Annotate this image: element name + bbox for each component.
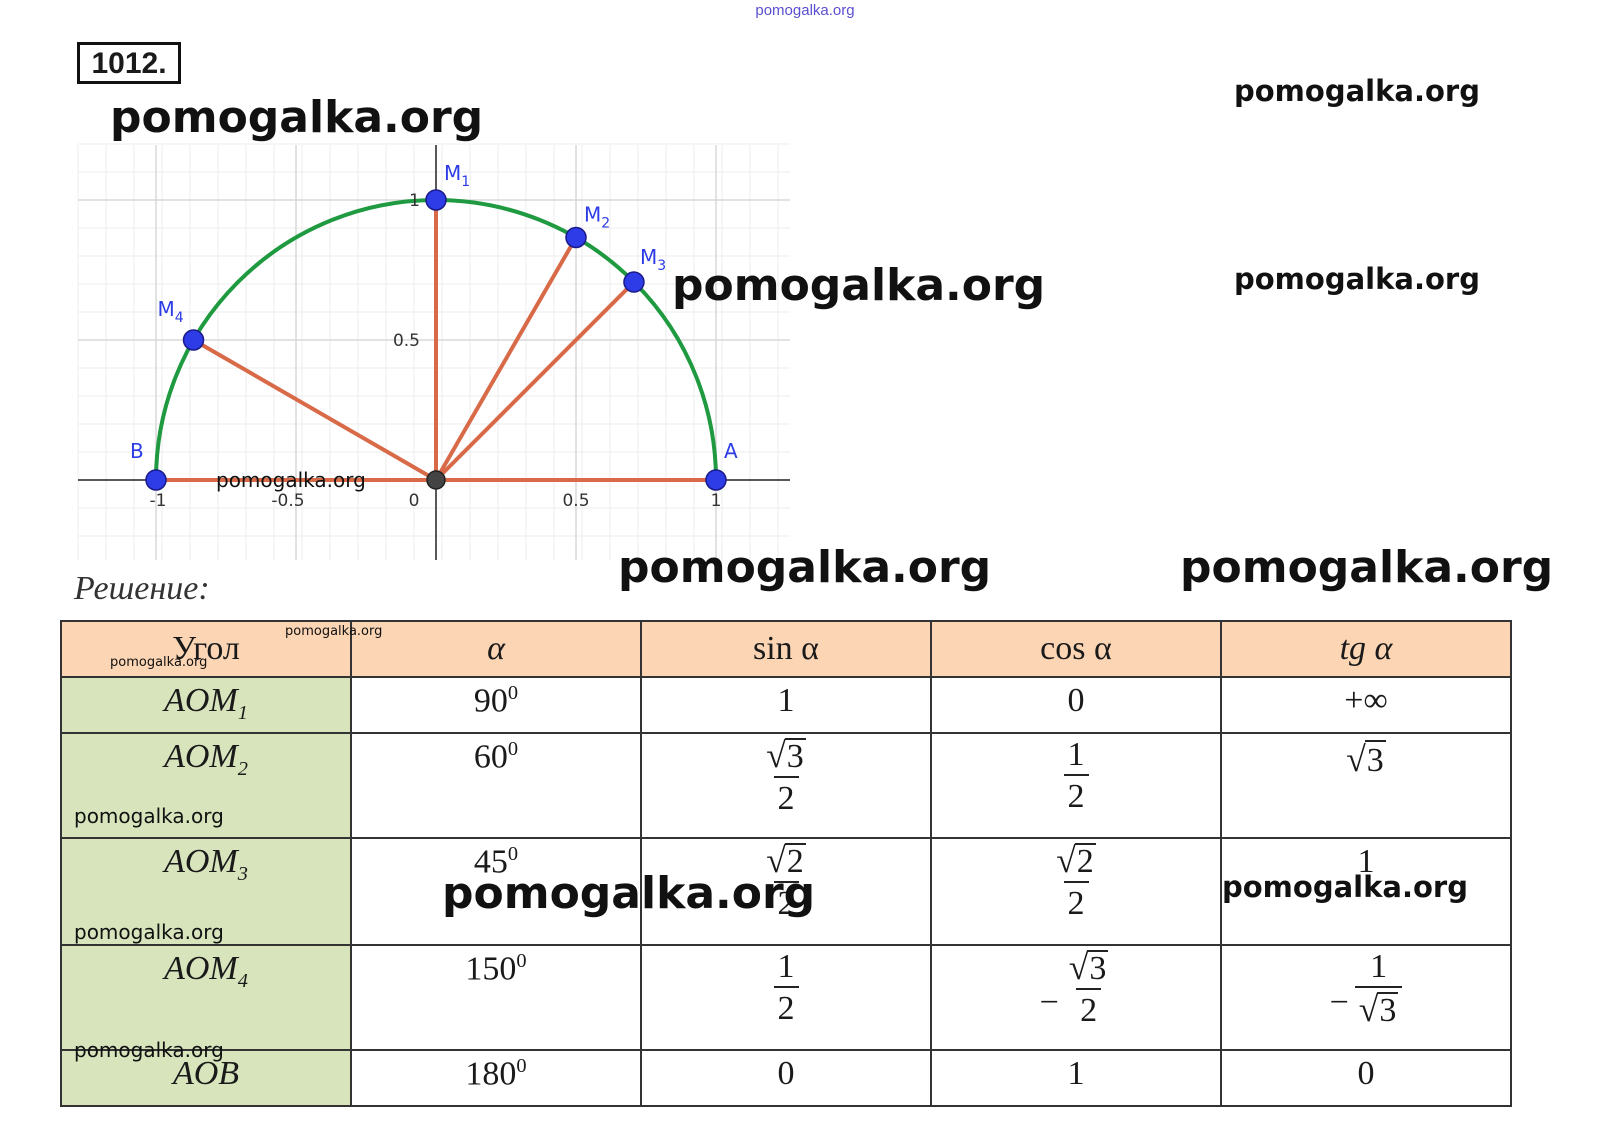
header-angle: Угол — [60, 620, 352, 678]
x-tick-label: 0.5 — [562, 491, 589, 511]
unit-circle-point — [425, 189, 447, 211]
tg-cell: −1 √ 3 — [1220, 944, 1512, 1051]
degree-cell: 1800 — [350, 1049, 642, 1107]
angle-cell: AOM4 — [60, 944, 352, 1051]
point-label: M4 — [158, 297, 184, 326]
watermark-text: pomogalka.org — [1234, 262, 1480, 296]
watermark-text: pomogalka.org — [74, 804, 224, 828]
cos-fraction: √ 2 2 — [1056, 840, 1096, 923]
degree-cell: 1500 — [350, 944, 642, 1051]
square-root: √ 2 — [1056, 840, 1096, 881]
cos-fraction: √ 3 2 — [1068, 947, 1109, 1030]
sin-cell: 1 — [640, 676, 932, 734]
site-link[interactable]: pomogalka.org — [755, 2, 855, 19]
radius-segment — [434, 236, 578, 482]
tg-cell: 1 — [1220, 837, 1512, 946]
unit-semicircle-diagram: -1 -0.5 0 0.5 1 0.5 1 A M1 M2 M3 M4 B — [77, 143, 790, 560]
watermark-text: pomogalka.org — [285, 624, 383, 639]
degree-cell: 900 — [350, 676, 642, 734]
point-label: M1 — [444, 161, 470, 190]
trig-values-table: Угол α sin α cos α tg α AOM1 900 1 0 +∞ … — [60, 620, 1512, 1107]
point-label: M2 — [584, 203, 610, 232]
angle-cell: AOM1 — [60, 676, 352, 734]
unit-circle-point — [145, 469, 167, 491]
watermark-text: pomogalka.org — [110, 655, 208, 670]
radius-segment — [434, 280, 636, 482]
table-row: AOM3 450 √ 2 2 √ 2 2 1 — [60, 837, 1512, 946]
watermark-text: pomogalka.org — [618, 542, 992, 593]
watermark-text: pomogalka.org — [110, 92, 484, 143]
watermark-text: pomogalka.org — [74, 1038, 224, 1062]
watermark-text: pomogalka.org — [442, 868, 816, 919]
header-alpha: α — [350, 620, 642, 678]
origin-point — [426, 470, 446, 490]
y-tick-label: 1 — [409, 191, 420, 211]
minus-sign: − — [1329, 984, 1349, 1021]
cos-cell: √ 2 2 — [930, 837, 1222, 946]
unit-circle-point — [565, 226, 587, 249]
sin-cell: √ 2 2 — [640, 837, 932, 946]
sin-cell: 0 — [640, 1049, 932, 1107]
point-label: A — [724, 439, 738, 463]
table-row: AOM1 900 1 0 +∞ — [60, 676, 1512, 734]
tg-cell: 0 — [1220, 1049, 1512, 1107]
unit-circle-point — [623, 271, 645, 293]
sin-cell: √ 3 2 — [640, 732, 932, 839]
minus-sign: − — [1039, 984, 1059, 1021]
unit-circle-point — [182, 329, 205, 351]
header-sin: sin α — [640, 620, 932, 678]
solution-label: Решение: — [74, 570, 210, 607]
x-tick-label: -0.5 — [271, 491, 304, 511]
square-root: √ 3 — [1358, 989, 1399, 1030]
task-number: 1012. — [77, 42, 181, 84]
tg-cell: √ 3 — [1220, 732, 1512, 839]
header-cos: cos α — [930, 620, 1222, 678]
square-root: √ 3 — [1068, 947, 1109, 988]
square-root: √ 2 — [766, 840, 806, 881]
square-root: √ 3 — [766, 735, 806, 776]
point-label: M3 — [640, 245, 666, 274]
unit-circle-point — [705, 469, 727, 491]
tg-cell: +∞ — [1220, 676, 1512, 734]
angle-cell: AOM3 — [60, 837, 352, 946]
watermark-text: pomogalka.org — [74, 920, 224, 944]
tg-fraction: 1 √ 3 — [1354, 950, 1403, 1030]
angle-cell: AOB — [60, 1049, 352, 1107]
header-tg: tg α — [1220, 620, 1512, 678]
cos-cell: − √ 3 2 — [930, 944, 1222, 1051]
table-row: AOB 1800 0 1 0 — [60, 1049, 1512, 1107]
square-root: √ 3 — [1346, 739, 1386, 779]
table-header-row: Угол α sin α cos α tg α — [60, 620, 1512, 678]
sin-fraction: √ 2 2 — [766, 840, 806, 923]
sin-fraction: √ 3 2 — [766, 735, 806, 818]
point-label: B — [130, 439, 144, 463]
watermark-text: pomogalka.org — [672, 260, 1046, 311]
degree-cell: 450 — [350, 837, 642, 946]
watermark-text: pomogalka.org — [216, 468, 366, 492]
angle-cell: AOM2 — [60, 732, 352, 839]
watermark-text: pomogalka.org — [1234, 74, 1480, 108]
y-tick-label: 0.5 — [393, 331, 420, 351]
cos-cell: 1 — [930, 1049, 1222, 1107]
watermark-text: pomogalka.org — [1222, 870, 1468, 904]
x-tick-label: 1 — [711, 491, 722, 511]
x-tick-label: -1 — [150, 491, 167, 511]
x-tick-label: 0 — [409, 491, 420, 511]
radius-segment — [192, 338, 438, 482]
degree-cell: 600 — [350, 732, 642, 839]
cos-cell: 0 — [930, 676, 1222, 734]
watermark-text: pomogalka.org — [1180, 542, 1554, 593]
